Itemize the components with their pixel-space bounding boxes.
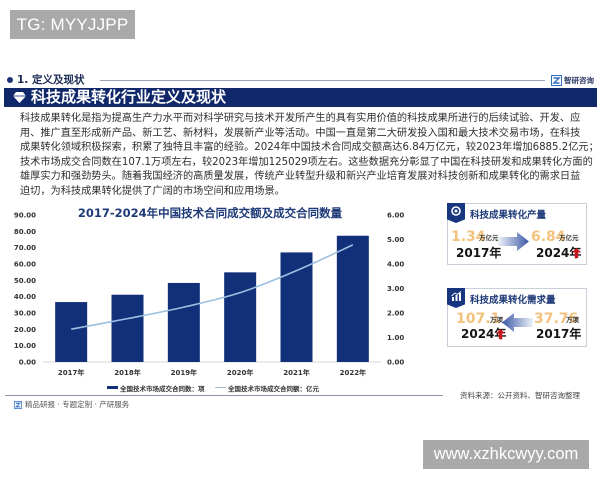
right-axis-tick: 2.00	[387, 310, 404, 318]
x-axis-label: 2021年	[283, 368, 309, 377]
red-up-arrow-icon	[496, 329, 505, 339]
panel-title: 科技成果转化需求量	[470, 295, 556, 306]
data-source: 资料来源：公开资料、智研咨询整理	[460, 391, 580, 400]
right-axis-tick: 6.00	[387, 212, 404, 220]
legend-label: 全国技术市场成交合同数：项	[120, 384, 205, 393]
brand-logo-icon	[551, 74, 562, 86]
left-axis-tick: 50.00	[14, 277, 36, 285]
left-axis-tick: 70.00	[14, 244, 36, 252]
header-divider	[100, 80, 545, 81]
legend-item-contract-count: 全国技术市场成交合同数：项	[107, 382, 205, 393]
brand-logo-icon	[14, 400, 22, 409]
x-axis-label: 2018年	[114, 368, 140, 377]
tagline-text: 精品研报 · 专题定制 · 产研服务	[25, 400, 130, 409]
legend-bar-swatch	[107, 386, 118, 389]
section-label: 1. 定义及现状	[17, 74, 85, 86]
left-axis-tick: 80.00	[14, 228, 36, 236]
brand-name: 智研咨询	[564, 75, 594, 85]
definition-paragraph: 科技成果转化是指为提高生产力水平而对科学研究与技术开发所产生的具有实用价值的科技…	[20, 112, 594, 200]
start-unit: 万项	[490, 316, 503, 324]
end-unit: 万亿元	[559, 234, 579, 242]
chart-title: 2017-2024年中国技术合同成交额及成交合同数量	[77, 206, 343, 220]
bar-chart-up-icon	[450, 291, 461, 301]
target-icon	[451, 206, 461, 216]
paragraph-line: 科技成果转化是指为提高生产力水平而对科学研究与技术开发所产生的具有实用价值的科技…	[20, 113, 581, 124]
x-axis-label: 2019年	[171, 368, 197, 377]
legend-line-swatch	[215, 386, 226, 389]
end-unit: 万项	[566, 316, 579, 324]
arrow-right-icon	[498, 232, 529, 251]
paragraph-line: 技术市场成交合同数在107.1万项左右，较2023年增加125029项左右。这些…	[20, 156, 593, 168]
footer-divider	[5, 395, 443, 396]
output-panel: 科技成果转化产量 1.34 万亿元 2017年 6.84 万亿元 2024年	[447, 203, 587, 265]
end-value: 6.84	[531, 229, 566, 245]
left-axis-tick: 0.00	[19, 359, 36, 367]
right-axis-tick: 0.00	[387, 359, 404, 367]
tg-label: TG: MYYJJPP	[10, 10, 135, 39]
start-unit: 万亿元	[479, 234, 499, 242]
paragraph-line: 雄厚实力和强劲势头。随着我国经济的高质量发展，传统产业转型升级和新兴产业培育发展…	[20, 171, 581, 183]
site-watermark: www.xzhkcwyy.com	[423, 440, 589, 469]
bar	[167, 282, 200, 362]
title-bar: 科技成果转化行业定义及现状	[4, 88, 597, 107]
bar	[55, 302, 88, 362]
brand-logo: 智研咨询	[551, 74, 594, 86]
start-value: 1.34	[451, 229, 486, 245]
page-title: 科技成果转化行业定义及现状	[31, 88, 227, 106]
end-value: 37.76	[534, 311, 579, 327]
panel-badge	[447, 288, 465, 308]
bar	[224, 272, 257, 362]
bar	[280, 252, 313, 362]
start-year: 2024年	[461, 327, 507, 341]
left-axis-tick: 10.00	[14, 342, 36, 350]
left-axis-tick: 40.00	[14, 293, 36, 301]
right-axis-tick: 3.00	[387, 285, 404, 293]
trend-line	[71, 244, 354, 330]
bar	[336, 235, 369, 362]
left-axis-tick: 60.00	[14, 261, 36, 269]
paragraph-line: 用、推广直至形成新产品、新工艺、新材料，发展新产业等活动。中国一直是第二大研发投…	[20, 127, 581, 139]
footer-tagline: 精品研报 · 专题定制 · 产研服务	[14, 399, 129, 410]
left-axis-tick: 30.00	[14, 310, 36, 318]
left-axis-tick: 20.00	[14, 326, 36, 334]
end-year: 2024年	[536, 246, 582, 260]
red-up-arrow-icon	[572, 248, 581, 258]
bar	[111, 294, 144, 362]
start-value: 107.1	[456, 311, 501, 327]
paragraph-line: 迫切，为科技成果转化提供了广阔的市场空间和应用场景。	[20, 185, 285, 197]
arrow-left-icon	[502, 313, 533, 332]
x-axis-label: 2020年	[227, 368, 253, 377]
start-year: 2017年	[456, 246, 502, 260]
panel-title: 科技成果转化产量	[470, 210, 547, 221]
x-axis-label: 2017年	[58, 368, 84, 377]
end-year: 2017年	[536, 327, 582, 341]
x-axis-label: 2022年	[340, 368, 366, 377]
legend-item-contract-value: 全国技术市场成交合同额：亿元	[215, 382, 319, 393]
right-axis-tick: 5.00	[387, 236, 404, 244]
demand-panel: 科技成果转化需求量 107.1 万项 2024年 37.76 万项 2017年	[447, 288, 587, 347]
legend-label: 全国技术市场成交合同额：亿元	[228, 384, 319, 393]
combo-chart: 0.00 10.00 20.00 30.00 40.00 50.00 60.00 70.00 8…	[14, 212, 405, 378]
paragraph-line: 成果转化领域积极探索，积累了独特且丰富的经验。2024年中国技术合同成交额高达6…	[20, 142, 594, 154]
left-axis-tick: 90.00	[14, 212, 36, 220]
right-axis-tick: 4.00	[387, 261, 404, 269]
right-axis-tick: 1.00	[387, 334, 404, 342]
panel-badge	[447, 203, 465, 223]
gem-icon	[13, 92, 26, 103]
section-bullet-icon	[7, 77, 13, 83]
